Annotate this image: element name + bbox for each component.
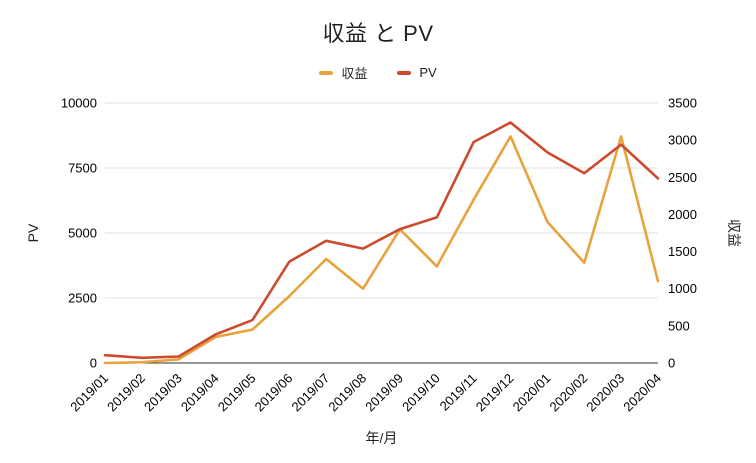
x-axis-tick-label: 2019/08 bbox=[325, 371, 369, 415]
pv-line bbox=[103, 121, 660, 360]
right-axis-title: 収益 bbox=[726, 219, 742, 247]
legend-item[interactable]: 収益 bbox=[319, 63, 367, 82]
right-axis-tick-label: 2500 bbox=[668, 170, 697, 185]
legend-label: 収益 bbox=[341, 66, 368, 81]
left-axis-tick-label: 2500 bbox=[68, 291, 97, 306]
x-axis-tick-label: 2019/06 bbox=[252, 371, 296, 415]
right-axis-tick-label: 500 bbox=[668, 318, 690, 333]
right-axis-tick-label: 0 bbox=[668, 356, 675, 371]
x-axis-tick-label: 2019/09 bbox=[362, 371, 406, 415]
x-axis-tick-label: 2019/10 bbox=[399, 371, 443, 415]
x-axis-tick-label: 2019/02 bbox=[104, 371, 148, 415]
right-axis-tick-label: 2000 bbox=[668, 207, 697, 222]
x-axis-tick-label: 2019/11 bbox=[437, 371, 480, 414]
x-axis-tick-label: 2020/01 bbox=[510, 371, 554, 415]
x-axis-tick-label: 2019/12 bbox=[473, 371, 517, 415]
right-axis-tick-label: 3000 bbox=[668, 133, 697, 148]
legend: 収益 PV bbox=[0, 63, 756, 82]
revenue-line bbox=[103, 135, 660, 365]
x-axis-tick-label: 2019/07 bbox=[288, 371, 332, 415]
x-axis-tick-label: 2019/05 bbox=[215, 371, 259, 415]
x-axis-tick-label: 2020/02 bbox=[547, 371, 591, 415]
x-axis-tick-label: 2020/03 bbox=[583, 371, 627, 415]
x-axis-tick-label: 2020/04 bbox=[620, 371, 664, 415]
x-axis-title: 年/月 bbox=[366, 430, 398, 446]
left-axis-tick-label: 5000 bbox=[68, 226, 97, 241]
legend-swatch-icon bbox=[397, 70, 412, 75]
left-axis-title: PV bbox=[25, 223, 41, 242]
legend-item[interactable]: PV bbox=[397, 65, 437, 80]
x-axis-tick-label: 2019/01 bbox=[67, 371, 111, 415]
x-axis-tick-label: 2019/03 bbox=[141, 371, 185, 415]
legend-label: PV bbox=[419, 65, 437, 80]
x-axis-tick-label: 2019/04 bbox=[178, 371, 222, 415]
right-axis-tick-label: 1500 bbox=[668, 244, 697, 259]
left-axis-tick-label: 10000 bbox=[61, 96, 97, 111]
right-axis-tick-label: 1000 bbox=[668, 281, 697, 296]
chart-title: 収益 と PV bbox=[322, 21, 434, 46]
legend-swatch-icon bbox=[319, 70, 334, 75]
right-axis-tick-label: 3500 bbox=[668, 96, 697, 111]
left-axis-tick-label: 0 bbox=[90, 356, 97, 371]
left-axis-tick-label: 7500 bbox=[68, 161, 97, 176]
